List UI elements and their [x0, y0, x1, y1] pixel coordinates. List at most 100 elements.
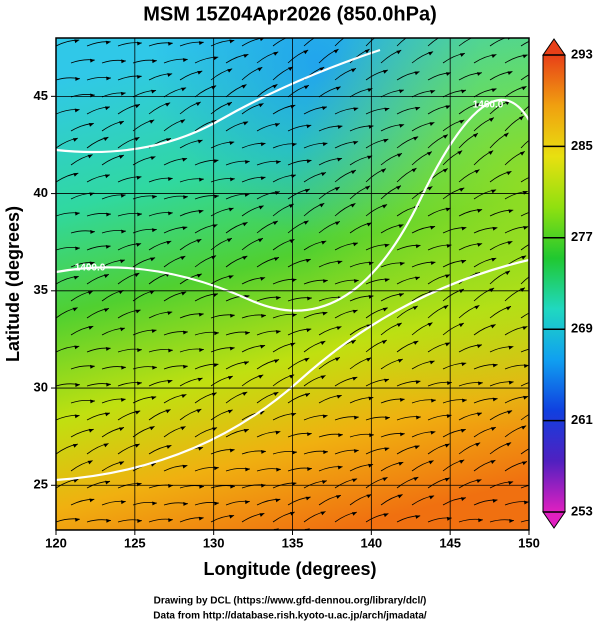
x-axis-label: Longitude (degrees)	[203, 559, 376, 579]
streamline-arrow	[474, 169, 480, 174]
streamline-arrow	[538, 308, 543, 312]
contour-line	[56, 48, 381, 154]
streamline-arrow	[477, 243, 483, 247]
streamline	[520, 40, 529, 47]
streamline-arrow	[137, 212, 142, 217]
streamline-arrow	[152, 59, 157, 64]
streamline-arrow	[229, 514, 235, 519]
streamline-arrow	[350, 170, 356, 175]
streamline-arrow	[381, 168, 386, 173]
streamline-arrow	[537, 409, 542, 413]
streamline-arrow	[103, 308, 109, 313]
y-tick-label: 40	[34, 185, 48, 200]
streamline-arrow	[384, 107, 390, 112]
streamline-arrow	[338, 433, 343, 438]
streamline-arrow	[307, 467, 312, 471]
streamline-arrow	[120, 398, 126, 402]
streamline-arrow	[475, 103, 481, 108]
streamline-arrow	[522, 54, 528, 59]
streamline-arrow	[196, 239, 202, 244]
streamline-arrow	[490, 460, 496, 465]
streamline-arrow	[258, 374, 264, 379]
streamline-arrow	[350, 203, 356, 208]
streamline-arrow	[505, 270, 511, 275]
streamline-arrow	[507, 410, 513, 415]
streamline-arrow	[121, 59, 126, 64]
streamline-arrow	[292, 450, 297, 455]
streamline-arrow	[198, 209, 204, 214]
streamline-arrow	[380, 31, 385, 35]
streamline-arrow	[461, 362, 467, 367]
streamline-arrow	[275, 160, 281, 165]
streamline-arrow	[415, 244, 421, 249]
streamline-arrow	[397, 359, 403, 363]
streamline-arrow	[165, 409, 171, 414]
streamline	[334, 38, 345, 47]
streamline-arrow	[88, 123, 94, 127]
streamline-arrow	[260, 142, 266, 147]
streamline-arrow	[398, 224, 404, 229]
streamline-arrow	[180, 426, 186, 431]
streamline-arrow	[242, 256, 248, 260]
streamline-arrow	[334, 221, 340, 226]
streamline-arrow	[442, 134, 448, 139]
colorbar-tick-label: 285	[571, 138, 593, 153]
streamline-arrow	[337, 157, 343, 162]
streamline-arrow	[305, 258, 311, 263]
streamline-arrow	[275, 296, 281, 301]
streamline-arrow	[319, 67, 325, 72]
streamline-arrow	[522, 326, 528, 330]
streamline-arrow	[397, 153, 403, 158]
x-tick-label: 130	[203, 535, 225, 550]
streamline-arrow	[306, 328, 312, 333]
streamline-arrow	[105, 347, 111, 351]
streamline-arrow	[183, 502, 188, 506]
streamline-arrow	[275, 430, 281, 435]
streamline-arrow	[397, 494, 403, 499]
footer-text: Drawing by DCL (https://www.gfd-dennou.o…	[154, 596, 427, 607]
streamline-arrow	[413, 136, 419, 141]
x-tick-label: 120	[45, 535, 67, 550]
streamline-arrow	[523, 500, 529, 505]
streamline-arrow	[199, 484, 204, 489]
streamline-arrow	[75, 383, 80, 387]
streamline-arrow	[135, 104, 141, 109]
streamline-arrow	[460, 497, 466, 501]
contour-line	[56, 258, 529, 482]
streamline-arrow	[241, 84, 247, 89]
streamline-arrow	[459, 119, 465, 124]
streamline-arrow	[213, 194, 219, 199]
streamline-arrow	[488, 150, 494, 155]
x-tick-label: 145	[439, 535, 461, 550]
colorbar-extend-top	[542, 38, 566, 56]
streamline	[303, 38, 315, 47]
streamline-arrow	[431, 535, 436, 539]
streamline-arrow	[211, 392, 217, 397]
streamline-arrow	[104, 106, 110, 111]
streamline-arrow	[181, 291, 187, 296]
streamline-arrow	[352, 478, 358, 483]
streamline-arrow	[229, 448, 235, 453]
streamline-arrow	[261, 483, 266, 488]
streamline	[164, 534, 187, 539]
streamline-arrow	[180, 119, 186, 124]
streamline-arrow	[368, 396, 374, 401]
streamline	[412, 536, 436, 539]
streamline-arrow	[445, 105, 451, 110]
streamline-arrow	[226, 238, 232, 243]
streamline-arrow	[337, 465, 343, 470]
streamline-arrow	[228, 207, 234, 212]
streamline-arrow	[507, 71, 513, 76]
streamline-arrow	[350, 340, 356, 345]
streamline-arrow	[183, 533, 188, 537]
streamline-arrow	[289, 239, 295, 244]
colorbar-tick-label: 253	[571, 503, 593, 518]
streamline-arrow	[335, 357, 340, 362]
streamline-arrow	[136, 75, 142, 79]
streamline-arrow	[460, 429, 466, 433]
streamline-arrow	[508, 209, 514, 214]
streamline-arrow	[443, 33, 448, 37]
streamline-arrow	[411, 168, 417, 173]
streamline-arrow	[227, 376, 233, 380]
streamline-arrow	[137, 348, 142, 353]
